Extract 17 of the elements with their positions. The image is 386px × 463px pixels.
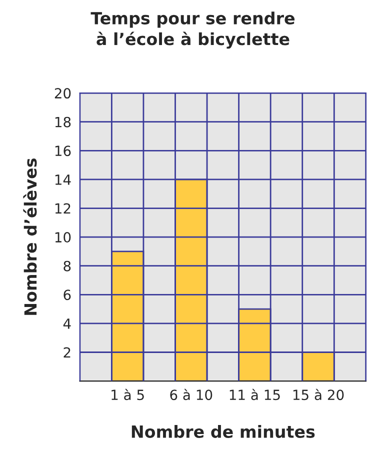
- chart-title: Temps pour se rendre à l’école à bicyclette: [90, 12, 295, 49]
- y-tick-label: 8: [64, 260, 71, 272]
- y-tick-label: 6: [64, 290, 71, 300]
- y-tick-label: 16: [55, 146, 71, 156]
- x-tick-label: 15 à 20: [293, 388, 344, 400]
- y-tick-label: 10: [55, 232, 71, 243]
- x-axis-title: Nombre de minutes: [132, 425, 315, 438]
- y-axis-title: Nombre d’élèves: [23, 158, 37, 315]
- y-tick-label: 2: [64, 347, 70, 358]
- x-tick-label: 1 à 5: [112, 388, 144, 400]
- y-tick-label: 18: [55, 116, 71, 128]
- y-tick-label: 12: [55, 203, 70, 214]
- x-tick-label: 11 à 15: [230, 388, 280, 400]
- y-tick-label: 20: [54, 88, 71, 99]
- x-tick-label: 6 à 10: [170, 388, 212, 400]
- y-tick-label: 14: [55, 174, 71, 185]
- y-tick-label: 4: [63, 318, 71, 329]
